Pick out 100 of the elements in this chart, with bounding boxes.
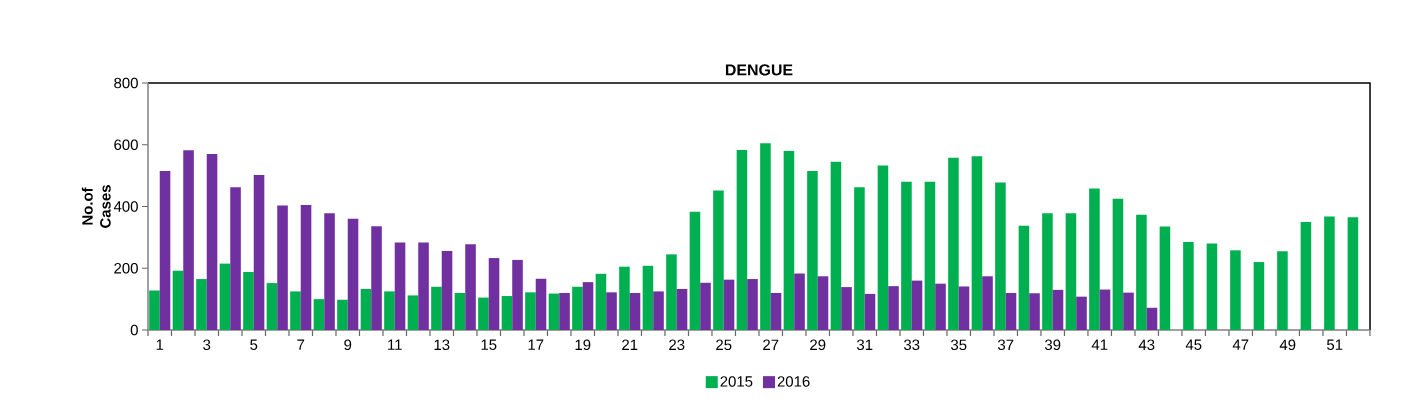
x-tick-label: 39 [1044, 339, 1061, 351]
bar [206, 154, 218, 330]
x-tick-label: 27 [763, 339, 779, 350]
legend-label: 2015 [720, 376, 753, 387]
bar [619, 266, 630, 330]
bar [465, 244, 476, 330]
legend-label: 2016 [777, 376, 810, 387]
x-tick-label: 31 [856, 339, 873, 351]
y-tick-label: 0 [130, 324, 138, 336]
bar [394, 242, 406, 330]
bar [995, 182, 1006, 330]
bar [841, 287, 852, 330]
bar [629, 292, 641, 330]
x-tick-label: 33 [903, 339, 920, 351]
bar [1347, 217, 1359, 330]
bar [1052, 289, 1064, 330]
bar [830, 161, 842, 330]
x-tick-label: 3 [203, 339, 211, 351]
bar [582, 282, 594, 330]
bar [689, 211, 701, 330]
y-tick-label: 800 [114, 77, 138, 89]
bar [1076, 296, 1087, 330]
y-tick-label: 400 [113, 201, 138, 212]
bar [1253, 262, 1265, 330]
bar [253, 175, 265, 330]
bar [501, 296, 513, 330]
bar [337, 299, 348, 330]
bar [243, 271, 254, 330]
bar [1112, 198, 1124, 330]
bar [454, 292, 466, 330]
bar [418, 242, 429, 330]
bar [535, 278, 547, 330]
bar [371, 226, 382, 330]
bar [1300, 221, 1312, 330]
bar [713, 190, 724, 330]
x-tick-label: 1 [156, 339, 164, 350]
x-tick-label: 23 [669, 339, 685, 351]
bar [1206, 243, 1218, 330]
bar [149, 290, 160, 330]
bar [300, 204, 312, 330]
bar [548, 293, 560, 330]
bar [747, 279, 758, 330]
x-tick-label: 9 [344, 339, 352, 351]
bar [159, 170, 171, 330]
x-tick-label: 37 [997, 339, 1014, 351]
bar [595, 273, 607, 330]
bar [888, 286, 899, 330]
y-tick-label: 200 [114, 262, 138, 274]
x-tick-label: 15 [481, 339, 497, 350]
bar [736, 150, 748, 330]
bar [290, 291, 301, 330]
bar [407, 295, 419, 330]
bar [901, 181, 912, 330]
bar [982, 276, 993, 330]
bar [783, 150, 795, 330]
x-tick-label: 7 [297, 339, 305, 350]
bar [1230, 250, 1241, 330]
bar [230, 187, 241, 330]
bar [971, 156, 983, 330]
bar [1099, 289, 1111, 330]
x-tick-label: 51 [1326, 339, 1343, 350]
bar [911, 280, 923, 330]
bar [948, 157, 959, 330]
bar [1029, 293, 1040, 330]
bar [266, 283, 278, 330]
bar [277, 205, 288, 330]
bar [1136, 214, 1147, 330]
x-tick-label: 45 [1185, 339, 1202, 350]
x-tick-label: 47 [1232, 339, 1249, 350]
bar [324, 213, 335, 330]
x-tick-label: 13 [434, 339, 450, 351]
bar [360, 288, 372, 330]
bar [642, 265, 654, 330]
bar [653, 291, 664, 330]
x-tick-label: 21 [622, 339, 638, 350]
bar [384, 291, 395, 330]
bar [196, 279, 207, 330]
bar [172, 270, 184, 330]
y-tick-label: 600 [114, 139, 138, 151]
bar [1183, 242, 1194, 330]
y-axis-title: No.of Cases [81, 185, 111, 228]
bar [877, 165, 889, 330]
bar [1324, 216, 1335, 330]
bar [807, 170, 818, 330]
bar [864, 293, 876, 330]
bar [1042, 213, 1053, 330]
x-tick-label: 19 [575, 339, 591, 351]
bar [666, 254, 677, 330]
bar [219, 263, 231, 330]
bar [431, 286, 442, 330]
bar [572, 286, 583, 330]
bar [183, 150, 194, 330]
bar [1277, 251, 1288, 330]
bar [313, 299, 325, 330]
bar [676, 288, 688, 330]
bar [794, 273, 805, 330]
bar [488, 258, 500, 330]
x-tick-label: 35 [950, 339, 967, 351]
bar [935, 283, 946, 330]
x-tick-label: 5 [250, 339, 258, 350]
